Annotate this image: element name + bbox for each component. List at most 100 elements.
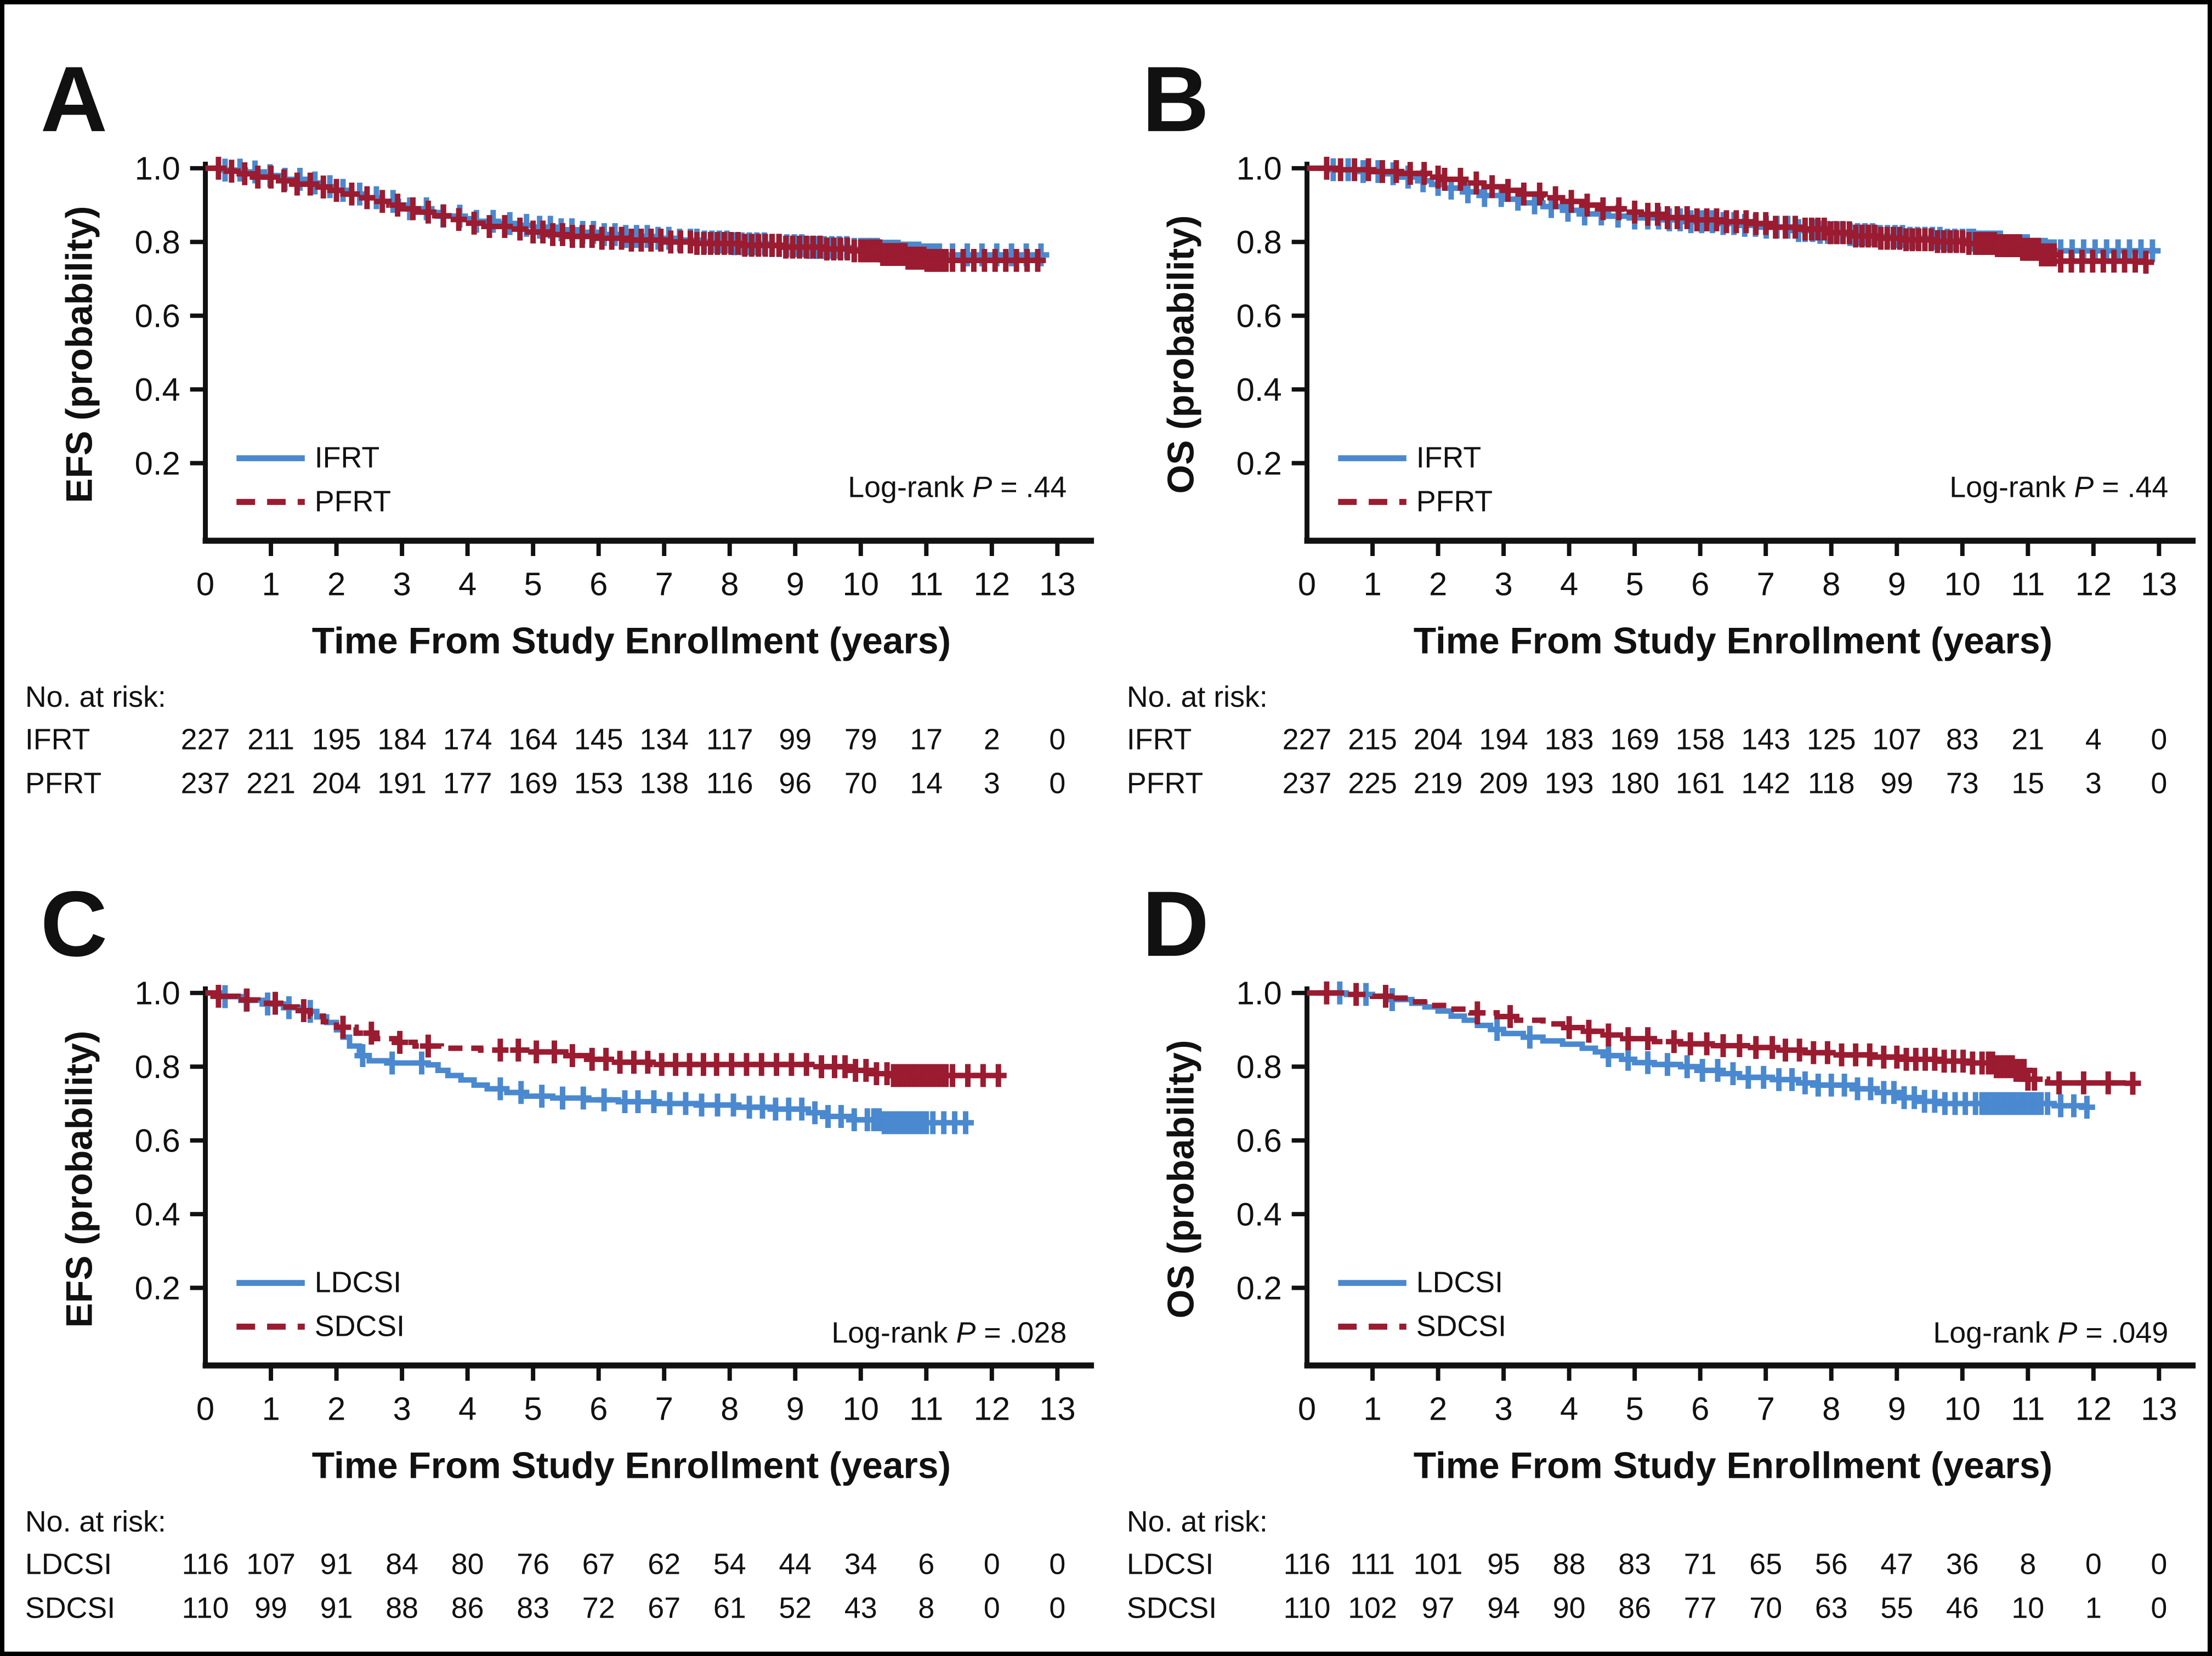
risk-count: 169 — [1610, 723, 1659, 756]
y-tick-label: 0.8 — [1237, 224, 1282, 260]
y-tick-label: 0.8 — [135, 224, 180, 260]
risk-count: 227 — [1283, 723, 1332, 756]
risk-count: 73 — [1946, 767, 1979, 799]
logrank-annotation: Log-rank P = .028 — [831, 1316, 1067, 1349]
risk-count: 177 — [443, 767, 492, 799]
risk-count: 0 — [2151, 767, 2167, 799]
x-axis-title: Time From Study Enrollment (years) — [1414, 1445, 2052, 1486]
risk-count: 88 — [385, 1591, 418, 1624]
risk-count: 67 — [648, 1591, 680, 1624]
risk-count: 107 — [246, 1548, 296, 1581]
risk-count: 54 — [713, 1548, 746, 1581]
risk-count: 116 — [1284, 1548, 1331, 1581]
risk-count: 184 — [377, 723, 427, 756]
x-tick-label: 1 — [1363, 1391, 1381, 1427]
risk-count: 83 — [1946, 723, 1979, 756]
logrank-annotation: Log-rank P = .44 — [1949, 470, 2168, 503]
risk-count: 107 — [1872, 723, 1921, 756]
risk-count: 2 — [984, 723, 1000, 756]
x-tick-label: 7 — [1757, 566, 1775, 603]
risk-table-header: No. at risk: — [25, 680, 166, 713]
x-tick-label: 0 — [196, 566, 214, 603]
x-tick-label: 11 — [2011, 1391, 2045, 1427]
x-tick-label: 11 — [909, 1391, 943, 1427]
risk-count: 110 — [182, 1591, 229, 1624]
y-tick-label: 0.4 — [135, 1196, 180, 1233]
risk-row-label-pfrt: PFRT — [25, 767, 101, 799]
risk-count: 225 — [1348, 767, 1397, 799]
panel-D: D 1.0 0.8 0.6 0.4 0.2 0 1 2 3 4 5 6 7 8 9 10 11 12 13 OS (pr… — [1106, 829, 2208, 1654]
risk-count: 0 — [1049, 1591, 1065, 1624]
risk-table-header: No. at risk: — [25, 1505, 166, 1538]
x-tick-label: 8 — [1822, 566, 1840, 603]
risk-count: 183 — [1545, 723, 1594, 756]
risk-count: 47 — [1880, 1548, 1913, 1581]
risk-count: 6 — [918, 1548, 934, 1581]
y-axis-title: EFS (probability) — [59, 206, 100, 503]
logrank-annotation: Log-rank P = .049 — [1933, 1316, 2168, 1349]
y-tick-label: 0.4 — [1237, 1196, 1282, 1233]
panel-letter-D: D — [1142, 872, 1209, 976]
risk-count: 118 — [1808, 767, 1855, 799]
risk-count: 3 — [2085, 767, 2102, 799]
risk-count: 237 — [181, 767, 230, 799]
risk-count: 209 — [1479, 767, 1528, 799]
x-tick-label: 5 — [524, 1391, 542, 1427]
risk-table-header: No. at risk: — [1127, 680, 1268, 713]
risk-count: 0 — [984, 1548, 1000, 1581]
y-tick-label: 1.0 — [135, 150, 180, 187]
x-tick-label: 8 — [721, 1391, 739, 1427]
x-tick-label: 0 — [1298, 566, 1316, 603]
censor-marks-ldcsi — [1331, 981, 2095, 1119]
risk-count: 219 — [1414, 767, 1463, 799]
risk-count: 111 — [1350, 1548, 1395, 1581]
risk-count: 65 — [1749, 1548, 1782, 1581]
x-tick-label: 9 — [786, 566, 804, 603]
risk-count: 80 — [451, 1548, 484, 1581]
censor-marks-pfrt — [1318, 156, 2154, 274]
panel-letter-A: A — [41, 47, 107, 151]
panel-letter-C: C — [41, 872, 107, 976]
panel-C: C 1.0 0.8 0.6 0.4 0.2 0 1 2 3 4 5 6 7 8 9 10 11 12 13 EFS (p… — [4, 829, 1106, 1654]
x-tick-label: 4 — [458, 566, 477, 603]
logrank-annotation: Log-rank P = .44 — [848, 470, 1067, 503]
x-tick-label: 1 — [262, 1391, 280, 1427]
risk-count: 215 — [1348, 723, 1397, 756]
risk-count: 193 — [1545, 767, 1594, 799]
risk-row-label-ifrt: IFRT — [1127, 723, 1192, 756]
risk-count: 138 — [639, 767, 689, 799]
x-tick-label: 8 — [1822, 1391, 1840, 1427]
risk-count: 94 — [1487, 1591, 1520, 1624]
y-tick-label: 0.6 — [135, 298, 180, 334]
x-tick-label: 10 — [1944, 566, 1981, 603]
x-tick-label: 10 — [843, 1391, 879, 1427]
legend-label-sdcsi: SDCSI — [1416, 1309, 1506, 1342]
risk-count: 99 — [1880, 767, 1913, 799]
legend-label-ifrt: IFRT — [315, 441, 379, 474]
risk-count: 221 — [246, 767, 296, 799]
risk-count: 63 — [1815, 1591, 1848, 1624]
x-tick-label: 13 — [2141, 566, 2177, 603]
y-tick-label: 0.2 — [1237, 445, 1282, 482]
x-tick-label: 12 — [974, 566, 1010, 603]
risk-count: 0 — [1049, 1548, 1065, 1581]
y-tick-label: 0.8 — [1237, 1048, 1282, 1085]
risk-count: 227 — [181, 723, 230, 756]
risk-count: 204 — [312, 767, 361, 799]
censor-marks-pfrt — [210, 156, 1046, 272]
legend-label-ldcsi: LDCSI — [1416, 1266, 1503, 1299]
y-tick-label: 0.6 — [1237, 1122, 1282, 1159]
risk-count: 62 — [648, 1548, 680, 1581]
x-tick-label: 11 — [909, 566, 943, 603]
risk-count: 55 — [1880, 1591, 1913, 1624]
risk-count: 15 — [2011, 767, 2044, 799]
risk-count: 76 — [517, 1548, 549, 1581]
risk-count: 161 — [1676, 767, 1725, 799]
x-tick-label: 2 — [1429, 566, 1447, 603]
risk-count: 14 — [910, 767, 943, 799]
risk-count: 116 — [182, 1548, 229, 1581]
x-tick-label: 3 — [1494, 566, 1512, 603]
